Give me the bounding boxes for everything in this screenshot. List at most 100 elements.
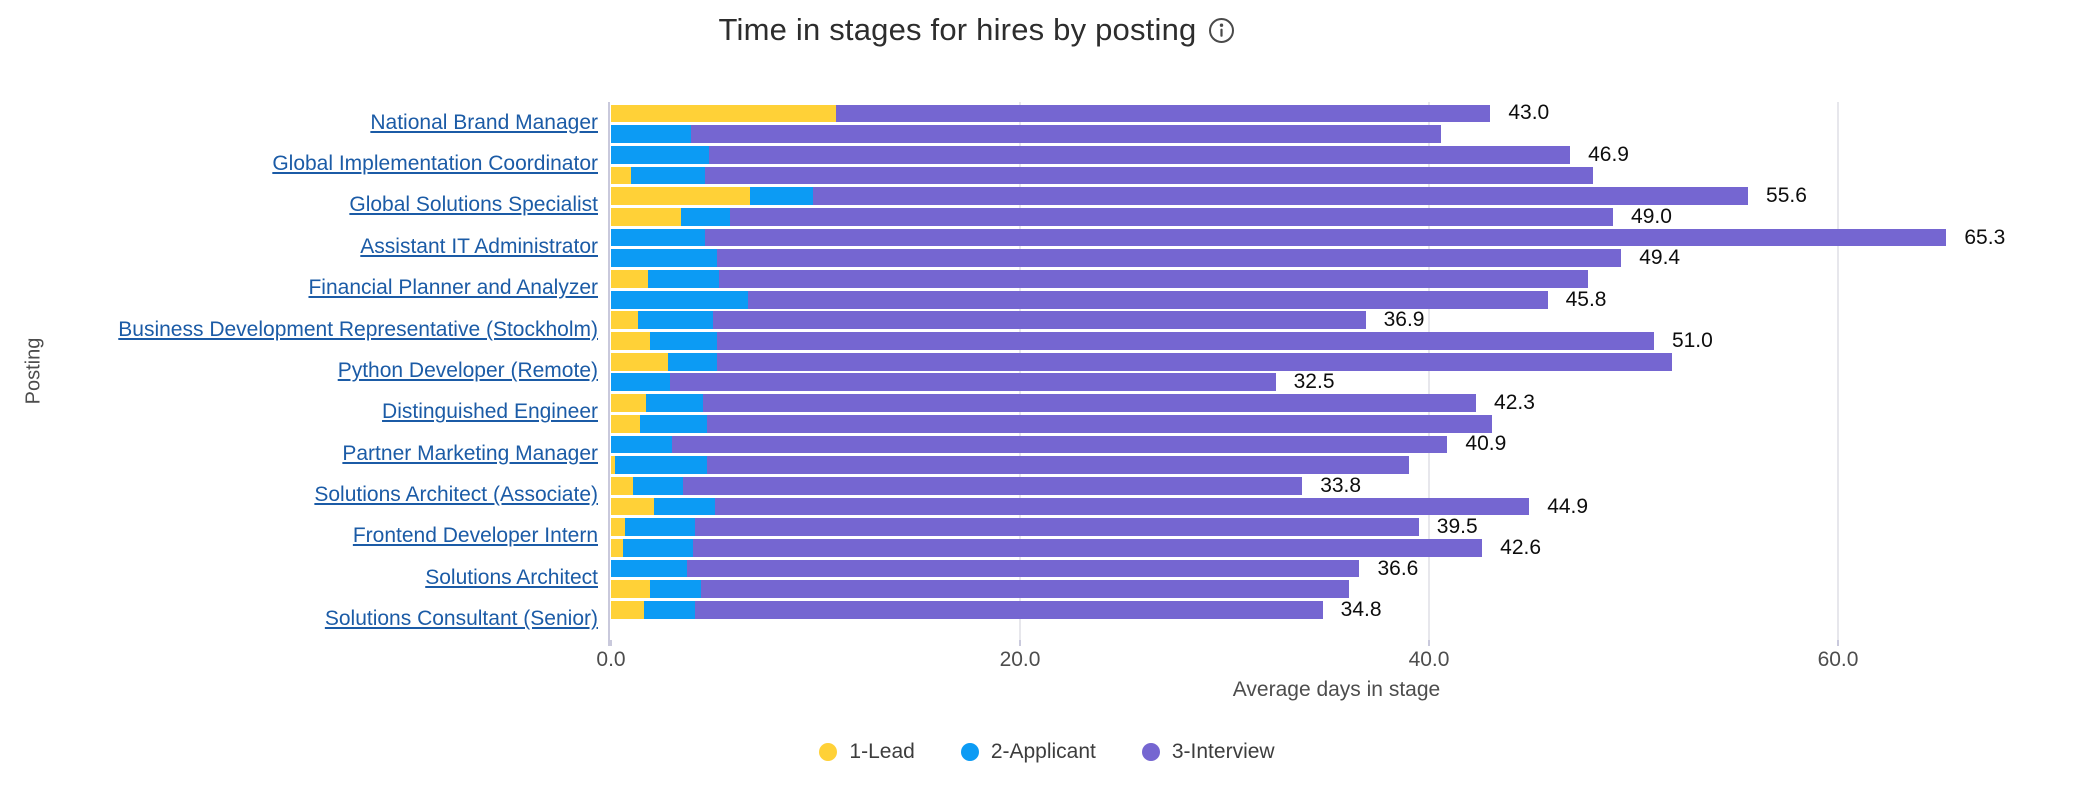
stacked-bar[interactable] — [611, 539, 1483, 557]
bar-segment-lead[interactable] — [611, 332, 650, 350]
stacked-bar[interactable] — [611, 373, 1276, 392]
bar-segment-applicant[interactable] — [625, 518, 695, 537]
stacked-bar[interactable] — [611, 352, 1673, 371]
bar-segment-interview[interactable] — [703, 394, 1476, 412]
posting-link[interactable]: Financial Planner and Analyzer — [308, 276, 598, 300]
stacked-bar[interactable] — [611, 290, 1548, 309]
bar-segment-applicant[interactable] — [649, 580, 701, 599]
bar-segment-lead[interactable] — [611, 601, 644, 619]
stacked-bar[interactable] — [611, 166, 1593, 185]
bar-segment-interview[interactable] — [700, 580, 1350, 599]
stacked-bar[interactable] — [611, 580, 1350, 599]
bar-segment-applicant[interactable] — [653, 497, 716, 516]
stacked-bar[interactable] — [611, 394, 1476, 412]
bar-segment-interview[interactable] — [813, 187, 1748, 206]
posting-link[interactable]: Frontend Developer Intern — [352, 524, 598, 548]
bar-segment-interview[interactable] — [690, 125, 1442, 143]
bar-segment-applicant[interactable] — [647, 270, 720, 288]
bar-segment-applicant[interactable] — [649, 332, 718, 350]
stacked-bar[interactable] — [611, 497, 1530, 516]
posting-link[interactable]: Python Developer (Remote) — [337, 358, 598, 382]
stacked-bar[interactable] — [611, 104, 1491, 123]
bar-segment-applicant[interactable] — [631, 166, 706, 185]
bar-segment-interview[interactable] — [670, 373, 1276, 392]
bar-segment-applicant[interactable] — [637, 311, 714, 330]
bar-segment-interview[interactable] — [713, 311, 1366, 330]
stacked-bar[interactable] — [611, 207, 1614, 226]
posting-link[interactable]: Global Solutions Specialist — [349, 193, 598, 217]
bar-segment-interview[interactable] — [717, 332, 1654, 350]
bar-segment-interview[interactable] — [707, 414, 1493, 433]
posting-link[interactable]: Assistant IT Administrator — [360, 234, 598, 258]
stacked-bar[interactable] — [611, 518, 1419, 537]
bar-segment-interview[interactable] — [686, 559, 1360, 578]
bar-segment-lead[interactable] — [611, 104, 836, 123]
bar-segment-applicant[interactable] — [611, 435, 673, 454]
bar-segment-lead[interactable] — [611, 311, 638, 330]
stacked-bar[interactable] — [611, 601, 1323, 619]
stacked-bar[interactable] — [611, 559, 1360, 578]
stacked-bar[interactable] — [611, 435, 1448, 454]
bar-segment-interview[interactable] — [672, 435, 1448, 454]
bar-segment-interview[interactable] — [748, 290, 1548, 309]
bar-segment-interview[interactable] — [717, 249, 1622, 268]
stacked-bar[interactable] — [611, 145, 1571, 164]
posting-link[interactable]: Business Development Representative (Sto… — [118, 317, 598, 341]
bar-segment-lead[interactable] — [611, 518, 626, 537]
bar-segment-lead[interactable] — [611, 476, 634, 495]
bar-segment-applicant[interactable] — [611, 145, 710, 164]
bar-segment-lead[interactable] — [611, 414, 640, 433]
stacked-bar[interactable] — [611, 456, 1409, 475]
bar-segment-interview[interactable] — [717, 352, 1673, 371]
bar-segment-interview[interactable] — [705, 228, 1947, 247]
posting-link[interactable]: Global Implementation Coordinator — [272, 152, 598, 176]
bar-segment-applicant[interactable] — [611, 373, 671, 392]
stacked-bar[interactable] — [611, 332, 1654, 350]
bar-segment-applicant[interactable] — [615, 456, 708, 475]
legend-item-lead[interactable]: 1-Lead — [819, 740, 915, 764]
bar-segment-lead[interactable] — [611, 352, 669, 371]
bar-segment-interview[interactable] — [682, 476, 1303, 495]
legend-item-interview[interactable]: 3-Interview — [1141, 740, 1275, 764]
bar-segment-lead[interactable] — [611, 187, 751, 206]
bar-segment-applicant[interactable] — [639, 414, 708, 433]
bar-segment-applicant[interactable] — [643, 601, 695, 619]
bar-segment-lead[interactable] — [611, 456, 616, 475]
stacked-bar[interactable] — [611, 187, 1748, 206]
bar-segment-applicant[interactable] — [668, 352, 718, 371]
bar-segment-interview[interactable] — [705, 166, 1593, 185]
bar-segment-interview[interactable] — [719, 270, 1589, 288]
bar-segment-interview[interactable] — [709, 145, 1571, 164]
posting-link[interactable]: Solutions Architect — [425, 565, 598, 589]
bar-segment-applicant[interactable] — [645, 394, 703, 412]
bar-segment-lead[interactable] — [611, 270, 648, 288]
posting-link[interactable]: Partner Marketing Manager — [342, 441, 598, 465]
stacked-bar[interactable] — [611, 249, 1622, 268]
bar-segment-lead[interactable] — [611, 539, 624, 557]
bar-segment-applicant[interactable] — [623, 539, 693, 557]
bar-segment-interview[interactable] — [729, 207, 1614, 226]
bar-segment-lead[interactable] — [611, 497, 654, 516]
bar-segment-lead[interactable] — [611, 166, 632, 185]
posting-link[interactable]: Distinguished Engineer — [382, 400, 598, 424]
stacked-bar[interactable] — [611, 414, 1493, 433]
posting-link[interactable]: National Brand Manager — [370, 110, 598, 134]
bar-segment-applicant[interactable] — [680, 207, 730, 226]
bar-segment-interview[interactable] — [692, 539, 1483, 557]
posting-link[interactable]: Solutions Consultant (Senior) — [324, 607, 598, 631]
bar-segment-applicant[interactable] — [750, 187, 814, 206]
bar-segment-applicant[interactable] — [633, 476, 683, 495]
bar-segment-lead[interactable] — [611, 207, 681, 226]
bar-segment-interview[interactable] — [835, 104, 1491, 123]
stacked-bar[interactable] — [611, 476, 1303, 495]
bar-segment-lead[interactable] — [611, 580, 650, 599]
stacked-bar[interactable] — [611, 228, 1947, 247]
bar-segment-applicant[interactable] — [611, 249, 718, 268]
bar-segment-lead[interactable] — [611, 394, 646, 412]
stacked-bar[interactable] — [611, 125, 1442, 143]
posting-link[interactable]: Solutions Architect (Associate) — [314, 483, 598, 507]
stacked-bar[interactable] — [611, 311, 1366, 330]
bar-segment-interview[interactable] — [694, 601, 1323, 619]
legend-item-applicant[interactable]: 2-Applicant — [960, 740, 1096, 764]
bar-segment-applicant[interactable] — [611, 125, 691, 143]
